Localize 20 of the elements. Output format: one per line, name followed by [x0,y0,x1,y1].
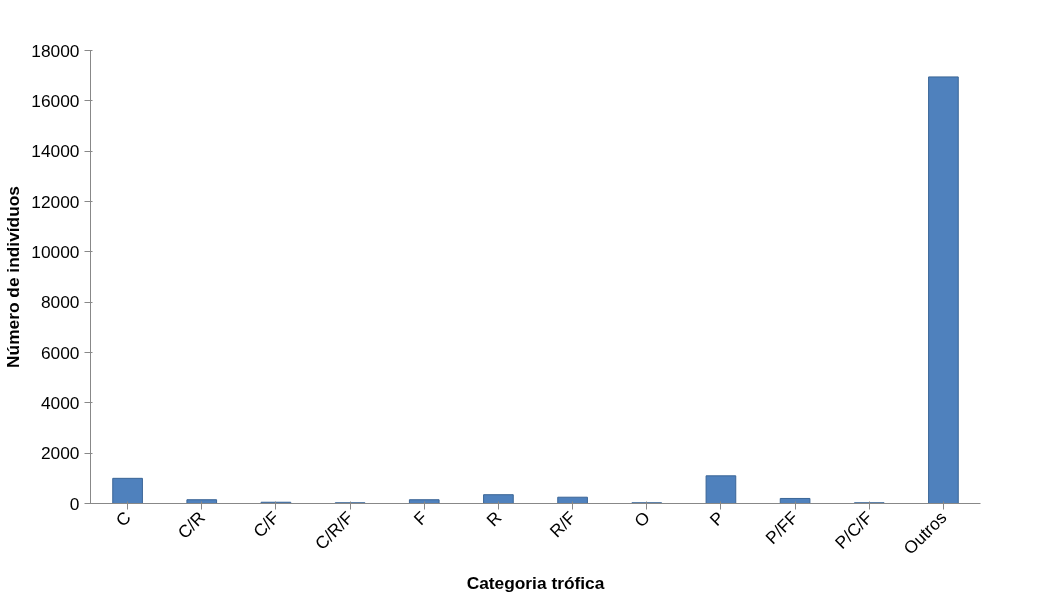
y-tick-label: 8000 [40,292,80,313]
y-tick-label: 18000 [31,40,80,61]
x-tick-label: C/R [173,507,209,543]
y-tick-label: 12000 [31,191,80,212]
x-tick-label: P [705,507,728,530]
y-tick-label: 4000 [40,392,80,413]
x-tick-label: R [482,507,506,531]
y-tick-label: 0 [69,493,80,514]
y-tick-label: 2000 [40,443,80,464]
x-tick-label: O [630,507,654,532]
y-tick-label: 16000 [31,90,80,111]
x-axis-title: Categoria trófica [466,573,605,594]
x-tick-label: F [409,507,432,530]
x-tick-label: R/F [545,507,580,542]
x-tick-label: C/F [249,507,283,542]
x-tick-label: C [111,507,135,531]
y-tick-label: 14000 [31,141,80,162]
y-tick-label: 6000 [40,342,80,363]
y-tick-label: 10000 [31,241,80,262]
y-axis-title: Número de indivíduos [3,186,24,368]
